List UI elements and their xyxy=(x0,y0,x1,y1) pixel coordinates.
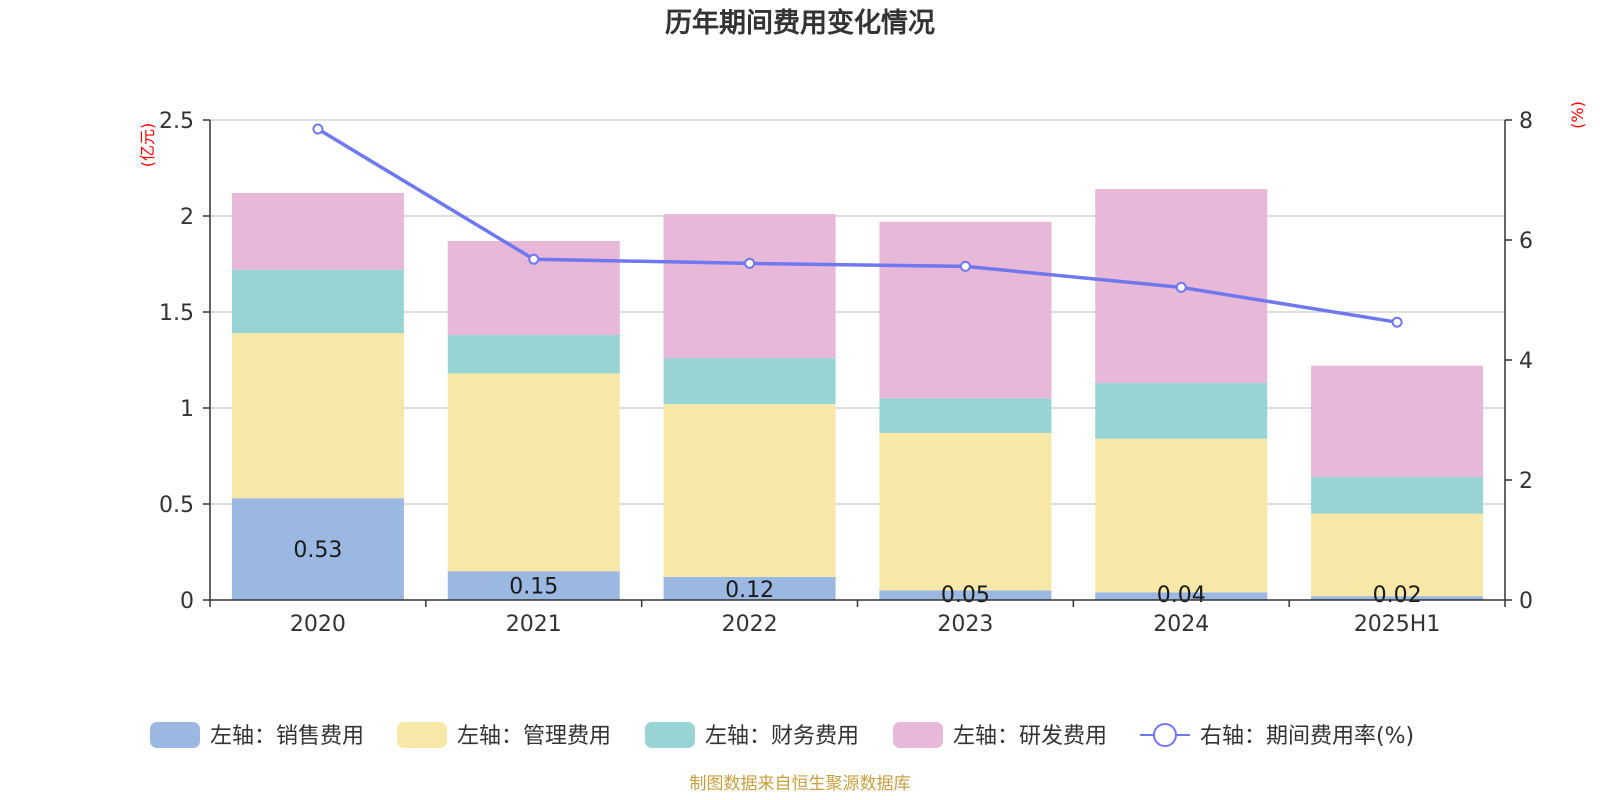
left-axis-tick-label: 2 xyxy=(180,205,194,230)
bar-segment xyxy=(879,590,1052,600)
x-axis-tick-label: 2021 xyxy=(506,612,562,637)
data-label: 0.15 xyxy=(509,575,558,600)
bar-segment xyxy=(663,576,836,600)
bars xyxy=(231,189,1484,600)
rate-point xyxy=(959,260,971,272)
data-label: 0.12 xyxy=(725,578,774,603)
left-axis-tick-label: 1 xyxy=(180,397,194,422)
data-label: 0.05 xyxy=(941,583,990,608)
rate-line xyxy=(312,123,1403,328)
bar-segment xyxy=(447,335,620,374)
right-axis-tick-label: 6 xyxy=(1519,229,1533,254)
data-label: 0.53 xyxy=(293,538,342,563)
right-axis-tick-label: 0 xyxy=(1519,589,1533,614)
legend-swatch xyxy=(893,722,943,748)
bar-segment xyxy=(1311,513,1484,597)
bar-segment xyxy=(663,358,836,405)
rate-line-path xyxy=(317,127,1398,324)
bar-segment xyxy=(879,221,1052,399)
axes: 0 0.5 1 1.5 2 2.5 0 2 4 6 8 2020 2021 2022 2023 2024 202… xyxy=(159,109,1533,637)
bar-segment xyxy=(1095,592,1268,600)
data-label: 0.04 xyxy=(1157,583,1206,608)
legend-swatch xyxy=(645,722,695,748)
bar-segment xyxy=(879,432,1052,591)
bar-segment xyxy=(879,398,1052,433)
data-label: 0.02 xyxy=(1373,583,1422,608)
bar-segment xyxy=(663,214,836,359)
chart-title: 历年期间费用变化情况 xyxy=(665,7,935,39)
rate-point xyxy=(1391,316,1403,328)
bar-segment xyxy=(447,373,620,572)
data-source-note: 制图数据来自恒生聚源数据库 xyxy=(690,774,911,794)
bar-segment xyxy=(663,404,836,577)
left-axis-tick-label: 0 xyxy=(180,589,194,614)
legend-label: 左轴：管理费用 xyxy=(457,724,611,749)
legend-swatch xyxy=(150,722,200,748)
left-axis-tick-label: 0.5 xyxy=(159,493,194,518)
rate-point xyxy=(312,123,324,135)
x-axis-tick-label: 2024 xyxy=(1153,612,1209,637)
rate-point xyxy=(744,257,756,269)
x-axis-tick-label: 2023 xyxy=(937,612,993,637)
legend-label: 左轴：研发费用 xyxy=(953,724,1107,749)
right-axis-tick-label: 2 xyxy=(1519,469,1533,494)
bar-segment xyxy=(231,498,404,600)
legend[interactable]: 左轴：销售费用 左轴：管理费用 左轴：财务费用 左轴：研发费用 右轴：期间费用率(%) xyxy=(150,722,1414,749)
legend-label: 左轴：销售费用 xyxy=(210,724,364,749)
right-axis-tick-label: 4 xyxy=(1519,349,1533,374)
legend-label: 右轴：期间费用率(%) xyxy=(1200,724,1414,749)
bar-segment xyxy=(447,571,620,600)
legend-swatch xyxy=(397,722,447,748)
bar-segment xyxy=(1311,477,1484,514)
bar-segment xyxy=(231,333,404,499)
bar-segment xyxy=(231,192,404,270)
bar-segment xyxy=(1311,596,1484,600)
bar-segment xyxy=(1095,383,1268,439)
x-axis-tick-label: 2025H1 xyxy=(1354,612,1441,637)
bar-segment xyxy=(1311,365,1484,478)
bar-segment xyxy=(1095,438,1268,593)
left-axis-tick-label: 1.5 xyxy=(159,301,194,326)
right-axis-tick-label: 8 xyxy=(1519,109,1533,134)
left-axis-tick-label: 2.5 xyxy=(159,109,194,134)
legend-label: 左轴：财务费用 xyxy=(705,724,859,749)
legend-marker-icon xyxy=(1153,723,1177,747)
x-axis-tick-label: 2022 xyxy=(722,612,778,637)
bar-segment xyxy=(231,269,404,334)
data-labels: 0.53 0.15 0.12 0.05 0.04 0.02 xyxy=(293,538,1421,608)
right-axis-unit: (%) xyxy=(1568,101,1587,129)
rate-point xyxy=(528,253,540,265)
left-axis-unit: (亿元) xyxy=(138,123,157,168)
x-axis-tick-label: 2020 xyxy=(290,612,346,637)
rate-point xyxy=(1175,281,1187,293)
grid-lines xyxy=(210,119,1505,505)
